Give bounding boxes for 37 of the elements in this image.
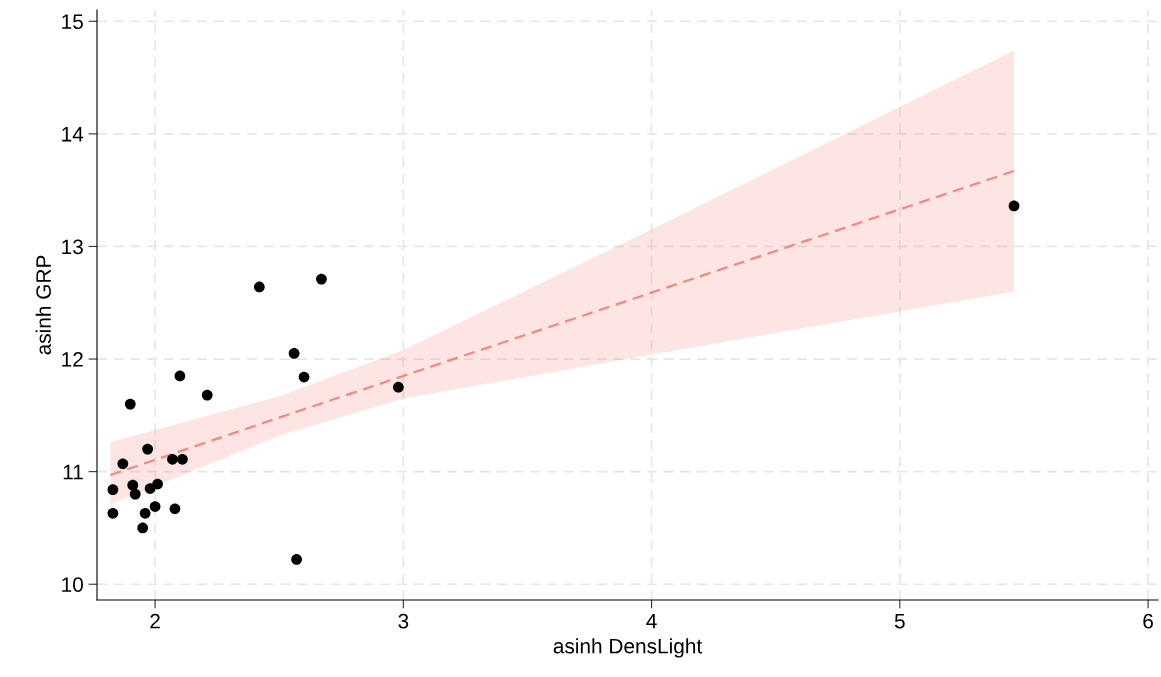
point [149,501,161,512]
point [392,381,404,393]
point [167,453,178,465]
point [139,507,151,519]
y-axis-title: asinh GRP [35,255,51,355]
point [316,273,327,285]
x-tick-label: 2 [150,613,160,629]
y-tick-label: 14 [62,127,84,142]
point [291,554,302,565]
x-tick-label: 3 [398,613,409,629]
point [117,458,129,470]
x-axis-title: asinh DensLight [553,638,703,658]
point [124,398,136,410]
point [169,503,181,515]
y-tick-label: 15 [62,14,83,30]
point [137,522,149,534]
x-tick-label: 5 [894,613,905,629]
y-tick-label: 13 [62,239,83,255]
point [107,507,119,519]
point [152,478,163,490]
point [142,443,154,455]
point [1008,200,1020,212]
y-tick-label: 10 [62,577,83,592]
point [174,370,186,382]
point [298,371,310,383]
line-series [109,169,1016,477]
y-tick-label: 12 [62,352,83,367]
y-tick-label: 11 [63,464,83,480]
point [177,453,188,465]
point [127,479,139,491]
x-tick-label: 6 [1143,613,1153,629]
point [129,488,141,500]
point [107,484,119,496]
point [288,348,300,359]
point [253,281,265,293]
x-tick-label: 4 [646,613,657,629]
point [201,389,213,401]
